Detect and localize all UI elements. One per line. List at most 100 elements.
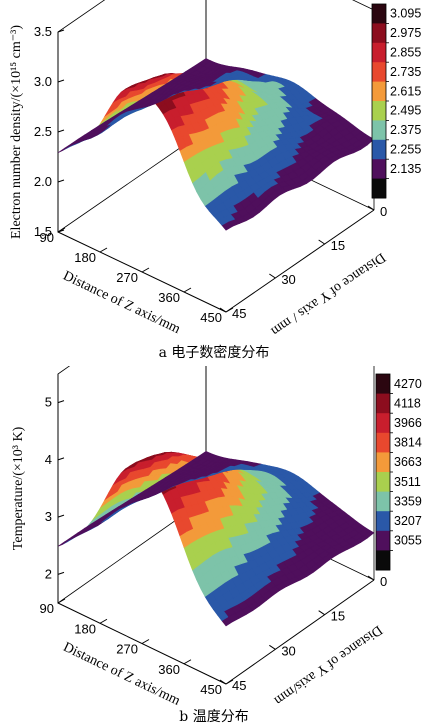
- colorbar-segment: [372, 42, 386, 63]
- y-tick-label: 0: [380, 204, 387, 219]
- colorbar-segment: [376, 393, 390, 414]
- colorbar-segment: [376, 550, 390, 571]
- y-tick-mark: [219, 307, 227, 313]
- panel-electron-density: 1.5 2.0 2.5 3.0 3.5 90 180 270 360 450 0 15 30 45 Elec…: [0, 0, 428, 362]
- colorbar-tick-label: 2.855: [390, 46, 421, 60]
- colorbar-segment: [376, 452, 390, 473]
- x-tick-label: 180: [74, 621, 96, 636]
- z-tick-label: 3.0: [34, 74, 52, 89]
- x-tick-label: 360: [158, 662, 180, 677]
- colorbar-tick-label: 3.095: [390, 7, 421, 21]
- x-tick-label: 270: [116, 642, 138, 657]
- colorbar-segment: [372, 62, 386, 83]
- z-tick-mark: [57, 571, 65, 575]
- colorbar-segment: [372, 120, 386, 141]
- x-tick-label: 450: [200, 310, 222, 325]
- x-tick-mark: [57, 227, 66, 233]
- y-tick-mark: [269, 644, 276, 650]
- caption-a: a 电子数密度分布: [0, 342, 428, 362]
- y-tick-mark: [219, 679, 227, 685]
- z-tick-label: 2: [45, 566, 52, 581]
- colorbar-tick-label: 2.375: [390, 123, 421, 137]
- panel-temperature: 2 3 4 5 90 180 270 360 450 0 15 30 45 Temperature/(×1…: [0, 366, 428, 728]
- x-tick-mark: [183, 659, 192, 665]
- colorbar-tick-label: 2.255: [390, 143, 421, 157]
- x-tick-mark: [183, 287, 192, 293]
- colorbar: 4270 4118 3966 3814 3663 3511 3359 3207 3055: [375, 373, 422, 571]
- z-tick-label: 2.5: [34, 124, 52, 139]
- y-tick-label: 30: [281, 643, 295, 658]
- z-axis-label: Temperature/(×10³ K): [11, 426, 26, 550]
- z-tick-label: 5: [45, 395, 52, 410]
- x-tick-mark: [99, 247, 108, 253]
- colorbar-tick-label: 3511: [394, 475, 421, 489]
- y-tick-label: 15: [331, 238, 345, 253]
- x-tick-mark: [141, 639, 150, 644]
- colorbar-tick-label: 4118: [394, 396, 421, 410]
- y-tick-mark: [269, 273, 276, 279]
- x-tick-label: 270: [116, 270, 138, 285]
- colorbar-segment: [372, 159, 386, 180]
- colorbar-segment: [376, 511, 390, 532]
- z-tick-label: 1.5: [34, 224, 52, 239]
- surface-facet: [198, 451, 211, 459]
- y-axis-label: Distance of Y axis/mm: [271, 622, 385, 706]
- caption-a-text: 电子数密度分布: [171, 345, 270, 361]
- y-tick-label: 45: [232, 306, 246, 321]
- z-tick-mark: [57, 514, 65, 518]
- colorbar-tick-label: 2.495: [390, 104, 421, 118]
- z-tick-mark: [57, 29, 65, 33]
- z-tick-label: 3: [45, 509, 52, 524]
- colorbar-segment: [372, 81, 386, 102]
- colorbar-tick-label: 2.615: [390, 84, 421, 98]
- colorbar-tick-label: 2.975: [390, 26, 421, 40]
- caption-b-letter: b: [179, 709, 189, 725]
- colorbar-segment: [376, 491, 390, 512]
- y-tick-mark: [367, 575, 375, 581]
- colorbar-segment: [376, 530, 390, 551]
- colorbar-segment: [372, 23, 386, 44]
- colorbar-segment: [376, 413, 390, 434]
- electron-density-surface-chart: 1.5 2.0 2.5 3.0 3.5 90 180 270 360 450 0 15 30 45 Elec…: [9, 0, 421, 339]
- colorbar-segment: [372, 139, 386, 160]
- colorbar-segment: [372, 4, 386, 24]
- z-tick-label: 2.0: [34, 174, 52, 189]
- colorbar-tick-label: 3814: [394, 436, 422, 450]
- top-back-edge: [352, 0, 375, 11]
- y-tick-label: 15: [331, 609, 345, 624]
- z-tick-mark: [57, 79, 65, 83]
- colorbar-segment: [376, 374, 390, 395]
- y-tick-label: 30: [281, 272, 295, 287]
- colorbar-tick-label: 3359: [394, 494, 422, 508]
- caption-a-letter: a: [158, 345, 167, 361]
- colorbar-segment: [376, 432, 390, 453]
- x-tick-mark: [57, 598, 66, 604]
- colorbar: 3.095 2.975 2.855 2.735 2.615 2.495 2.375 2.255…: [371, 3, 421, 199]
- x-tick-label: 90: [40, 230, 54, 245]
- surface-facet: [57, 539, 70, 547]
- x-tick-mark: [141, 267, 150, 273]
- y-tick-mark: [367, 205, 375, 211]
- colorbar-tick-label: 3207: [394, 514, 422, 528]
- temperature-surface-chart: 2345901802703604500153045Temperature/(×1…: [11, 366, 422, 706]
- caption-b-text: 温度分布: [192, 709, 249, 725]
- colorbar-tick-label: 2.735: [390, 65, 421, 79]
- colorbar-tick-label: 3966: [394, 416, 422, 430]
- surface-facet: [64, 142, 76, 149]
- z-tick-label: 4: [45, 452, 52, 467]
- x-tick-mark: [225, 307, 234, 313]
- y-tick-label: 45: [232, 678, 246, 693]
- y-axis-line: [225, 209, 375, 313]
- colorbar-segment: [372, 178, 386, 199]
- z-tick-label: 3.5: [34, 24, 52, 39]
- x-tick-label: 180: [74, 250, 96, 265]
- x-tick-mark: [99, 618, 108, 624]
- x-tick-mark: [225, 679, 234, 685]
- z-axis-label: Electron number density/(×10¹⁵ cm⁻³): [9, 25, 24, 239]
- surface-mesh: [57, 58, 375, 231]
- colorbar-segment: [376, 472, 390, 493]
- y-axis-line: [225, 579, 375, 685]
- y-tick-mark: [318, 239, 325, 245]
- caption-b: b 温度分布: [0, 706, 428, 726]
- colorbar-tick-label: 3055: [394, 534, 422, 548]
